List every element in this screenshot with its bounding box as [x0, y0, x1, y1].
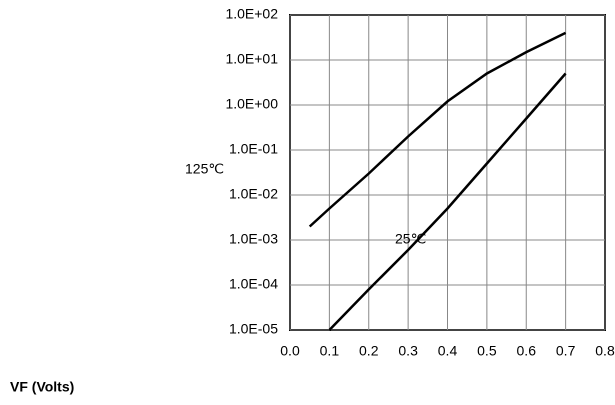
y-tick-label: 1.0E-05 — [229, 321, 278, 337]
y-tick-label: 1.0E-01 — [229, 141, 278, 157]
x-tick-label: 0.2 — [359, 343, 379, 359]
y-tick-label: 1.0E-03 — [229, 231, 278, 247]
x-tick-label: 0.7 — [556, 343, 576, 359]
x-tick-label: 0.0 — [280, 343, 300, 359]
x-tick-label: 0.5 — [477, 343, 497, 359]
x-axis-label: VF (Volts) — [10, 379, 74, 395]
y-tick-label: 1.0E+02 — [225, 6, 278, 22]
series-label: 125℃ — [185, 161, 224, 177]
y-tick-label: 1.0E+00 — [225, 96, 278, 112]
x-tick-label: 0.1 — [320, 343, 340, 359]
x-tick-label: 0.4 — [438, 343, 458, 359]
series-line — [308, 31, 567, 228]
series-label: 25℃ — [395, 231, 426, 247]
y-tick-label: 1.0E-04 — [229, 276, 278, 292]
x-tick-label: 0.8 — [595, 343, 615, 359]
x-tick-label: 0.6 — [517, 343, 537, 359]
y-tick-label: 1.0E+01 — [225, 51, 278, 67]
series-line — [328, 72, 567, 331]
x-tick-label: 0.3 — [398, 343, 418, 359]
y-tick-label: 1.0E-02 — [229, 186, 278, 202]
